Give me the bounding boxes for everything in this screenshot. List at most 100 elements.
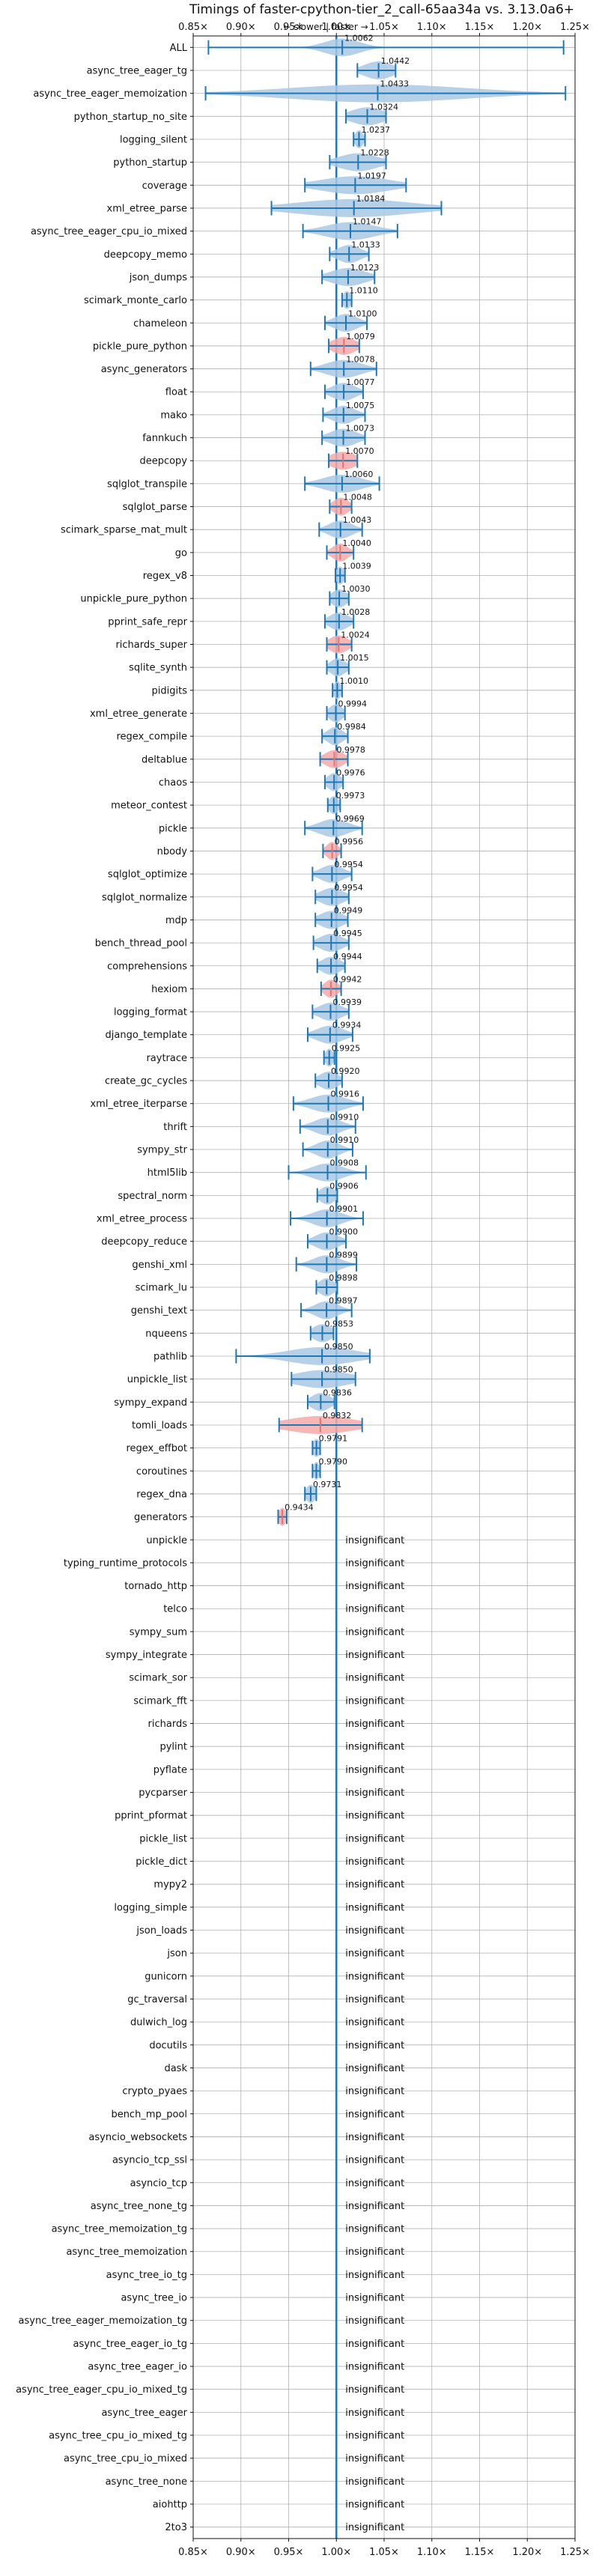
- category-label: json_dumps: [129, 272, 187, 283]
- category-label: async_tree_eager_io_tg: [73, 2339, 187, 2350]
- category-label: asyncio_tcp: [130, 2178, 187, 2189]
- category-label: regex_compile: [116, 732, 187, 743]
- value-label: 1.0030: [341, 584, 371, 594]
- category-label: scimark_sor: [129, 1673, 187, 1684]
- category-label: telco: [163, 1604, 187, 1615]
- category-label: pickle_dict: [136, 1856, 187, 1868]
- x-tick-label-top: 0.90×: [226, 22, 256, 33]
- category-label: richards_super: [115, 640, 187, 651]
- value-label: 1.0024: [341, 631, 370, 640]
- category-label: logging_format: [114, 1007, 187, 1018]
- category-label: float: [165, 387, 187, 398]
- value-label: 0.9731: [313, 1480, 342, 1489]
- x-tick-label-top: 0.85×: [178, 22, 208, 33]
- insignificant-label: insignificant: [345, 2270, 404, 2281]
- category-label: coroutines: [136, 1466, 187, 1477]
- category-label: fannkuch: [142, 433, 187, 444]
- value-label: 0.9916: [331, 1090, 360, 1099]
- category-label: richards: [148, 1719, 188, 1730]
- value-label: 0.9934: [332, 1021, 362, 1030]
- category-label: mdp: [165, 915, 187, 926]
- value-label: 1.0015: [340, 653, 369, 663]
- category-label: dask: [164, 2063, 187, 2074]
- value-label: 0.9984: [337, 722, 366, 732]
- insignificant-label: insignificant: [345, 1650, 404, 1661]
- value-label: 1.0110: [349, 286, 378, 296]
- value-label: 0.9853: [325, 1319, 354, 1328]
- category-label: gunicorn: [145, 1971, 187, 1982]
- value-label: 0.9791: [319, 1434, 348, 1444]
- category-label: async_tree_io_tg: [106, 2270, 187, 2281]
- category-label: pathlib: [153, 1351, 187, 1362]
- category-label: sqlite_synth: [129, 663, 187, 674]
- category-label: raytrace: [146, 1053, 187, 1064]
- insignificant-label: insignificant: [345, 2293, 404, 2304]
- insignificant-label: insignificant: [345, 1811, 404, 1822]
- category-label: sqlglot_transpile: [107, 479, 187, 490]
- category-label: regex_dna: [136, 1489, 187, 1500]
- category-label: async_tree_eager_cpu_io_mixed_tg: [16, 2384, 187, 2396]
- chart-subtitle: ← slower | faster →: [283, 22, 368, 32]
- category-label: asyncio_websockets: [88, 2132, 187, 2143]
- category-label: docutils: [149, 2040, 187, 2051]
- category-label: go: [175, 547, 187, 559]
- category-label: deltablue: [142, 754, 187, 765]
- insignificant-label: insignificant: [345, 1764, 404, 1775]
- insignificant-label: insignificant: [345, 1742, 404, 1753]
- category-label: sqlglot_normalize: [102, 892, 187, 903]
- category-label: 2to3: [165, 2522, 187, 2533]
- x-tick-label-bottom: 1.20×: [512, 2547, 542, 2558]
- value-label: 0.9900: [329, 1227, 359, 1237]
- category-label: sympy_expand: [114, 1397, 187, 1409]
- x-tick-label-top: 0.95×: [274, 22, 304, 33]
- value-label: 0.9939: [332, 997, 362, 1007]
- x-tick-label-top: 1.10×: [417, 22, 447, 33]
- category-label: unpickle: [146, 1535, 187, 1546]
- value-label: 0.9850: [324, 1365, 353, 1375]
- category-label: async_tree_none: [106, 2476, 187, 2488]
- category-label: async_tree_io: [121, 2293, 187, 2304]
- value-label: 0.9973: [336, 791, 365, 801]
- category-label: pickle_pure_python: [93, 341, 187, 352]
- category-label: aiohttp: [153, 2500, 187, 2511]
- category-label: python_startup: [113, 157, 187, 168]
- category-label: genshi_xml: [132, 1260, 187, 1271]
- insignificant-label: insignificant: [345, 1581, 404, 1592]
- x-tick-label-top: 1.15×: [465, 22, 495, 33]
- labels-layer: 0.85× 0.85× 0.90× 0.90× 0.95× 0.95× 1.00× 1.00×…: [16, 22, 590, 2558]
- value-label: 1.0028: [341, 607, 371, 617]
- x-tick-label-top: 1.05×: [369, 22, 399, 33]
- category-label: xml_etree_process: [97, 1214, 187, 1225]
- value-label: 1.0075: [346, 401, 375, 410]
- category-label: scimark_sparse_mat_mult: [61, 525, 187, 536]
- x-tick-label-bottom: 0.85×: [178, 2547, 208, 2558]
- insignificant-label: insignificant: [345, 2063, 404, 2074]
- category-label: sympy_str: [137, 1145, 187, 1156]
- value-label: 0.9850: [324, 1342, 353, 1352]
- category-label: xml_etree_generate: [90, 708, 187, 720]
- category-label: coverage: [142, 180, 187, 192]
- category-label: dulwich_log: [130, 2017, 187, 2029]
- insignificant-label: insignificant: [345, 2132, 404, 2143]
- category-label: generators: [134, 1512, 187, 1523]
- category-label: pycparser: [139, 1787, 187, 1799]
- value-label: 0.9920: [331, 1066, 360, 1076]
- value-label: 1.0228: [360, 148, 389, 158]
- value-label: 1.0077: [346, 377, 375, 387]
- category-label: json: [166, 1948, 187, 1960]
- insignificant-label: insignificant: [345, 1856, 404, 1868]
- x-tick-label-bottom: 0.90×: [226, 2547, 256, 2558]
- category-label: pyflate: [153, 1764, 187, 1775]
- category-label: async_tree_eager_memoization_tg: [19, 2315, 187, 2327]
- category-label: xml_etree_iterparse: [90, 1099, 187, 1110]
- value-label: 0.9898: [329, 1273, 358, 1283]
- category-label: scimark_monte_carlo: [84, 295, 187, 306]
- insignificant-label: insignificant: [345, 1833, 404, 1844]
- value-label: 1.0184: [356, 194, 385, 204]
- category-label: create_gc_cycles: [105, 1076, 187, 1087]
- value-label: 1.0324: [370, 102, 399, 112]
- category-label: async_tree_none_tg: [91, 2201, 187, 2212]
- category-label: hexiom: [151, 984, 187, 995]
- category-label: deepcopy: [139, 456, 187, 467]
